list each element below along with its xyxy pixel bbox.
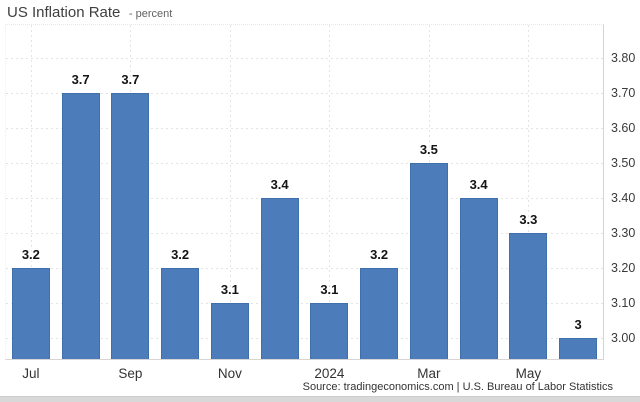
vertical-gridline [329, 25, 331, 359]
bar-value-label: 3.5 [419, 142, 438, 157]
x-axis-tick-label: May [515, 366, 542, 381]
bar-mar-2024[interactable] [409, 163, 448, 359]
y-axis-tick-label: 3.20 [611, 261, 636, 275]
horizontal-gridline [6, 233, 603, 234]
bar-nov-2023[interactable] [210, 303, 249, 359]
source-attribution: Source: tradingeconomics.com | U.S. Bure… [302, 381, 613, 393]
bar-jun-2024[interactable] [559, 338, 598, 359]
bar-may-2024[interactable] [509, 233, 548, 359]
x-axis-tick-label: Sep [118, 366, 143, 381]
bar-value-label: 3.4 [469, 177, 488, 192]
horizontal-gridline [6, 198, 603, 199]
bar-value-label: 3.7 [121, 72, 140, 87]
y-axis-tick-label: 3.70 [611, 86, 636, 100]
chart-title: US Inflation Rate [7, 4, 121, 21]
vertical-gridline [528, 25, 530, 359]
bottom-scroll-strip [0, 396, 640, 402]
bar-feb-2024[interactable] [360, 268, 399, 359]
bar-apr-2024[interactable] [459, 198, 498, 359]
plot-area: 3.00 3.10 3.20 3.30 3.40 3.50 3.60 3.70 3.80 3.2 3… [5, 24, 635, 381]
bar-value-label: 3.3 [519, 212, 538, 227]
bar-value-label: 3.2 [171, 247, 190, 262]
y-axis-tick-label: 3.50 [611, 156, 636, 170]
x-axis-tick-label: Mar [417, 366, 441, 381]
bar-value-label: 3 [574, 317, 582, 332]
x-axis-tick-label: 2024 [314, 366, 345, 381]
horizontal-gridline [6, 163, 603, 164]
chart-title-unit: - percent [128, 8, 173, 20]
chart-title-row: US Inflation Rate - percent [7, 4, 172, 22]
horizontal-gridline [6, 338, 603, 339]
y-axis-tick-label: 3.30 [611, 226, 636, 240]
bar-aug-2023[interactable] [61, 93, 100, 359]
horizontal-gridline [6, 303, 603, 304]
vertical-gridline [229, 25, 231, 359]
y-axis-tick-label: 3.60 [611, 121, 636, 135]
x-axis-tick-label: Nov [217, 366, 242, 381]
y-axis-tick-label: 3.80 [611, 51, 636, 65]
bar-jul-2023[interactable] [11, 268, 50, 359]
bar-oct-2023[interactable] [161, 268, 200, 359]
bar-dec-2023[interactable] [260, 198, 299, 359]
horizontal-gridline [6, 268, 603, 269]
bar-value-label: 3.4 [270, 177, 289, 192]
y-axis-tick-label: 3.00 [611, 331, 636, 345]
horizontal-gridline [6, 93, 603, 94]
bar-value-label: 3.1 [220, 282, 239, 297]
bar-value-label: 3.1 [320, 282, 339, 297]
bar-sep-2023[interactable] [111, 93, 150, 359]
y-axis-tick-label: 3.40 [611, 191, 636, 205]
bar-value-label: 3.2 [21, 247, 40, 262]
y-axis-tick-label: 3.10 [611, 296, 636, 310]
bar-value-label: 3.2 [370, 247, 389, 262]
bar-jan-2024[interactable] [310, 303, 349, 359]
vertical-gridline [30, 25, 32, 359]
bar-value-label: 3.7 [71, 72, 90, 87]
horizontal-gridline [6, 58, 603, 59]
x-axis-tick-label: Jul [22, 366, 40, 381]
horizontal-gridline [6, 128, 603, 129]
